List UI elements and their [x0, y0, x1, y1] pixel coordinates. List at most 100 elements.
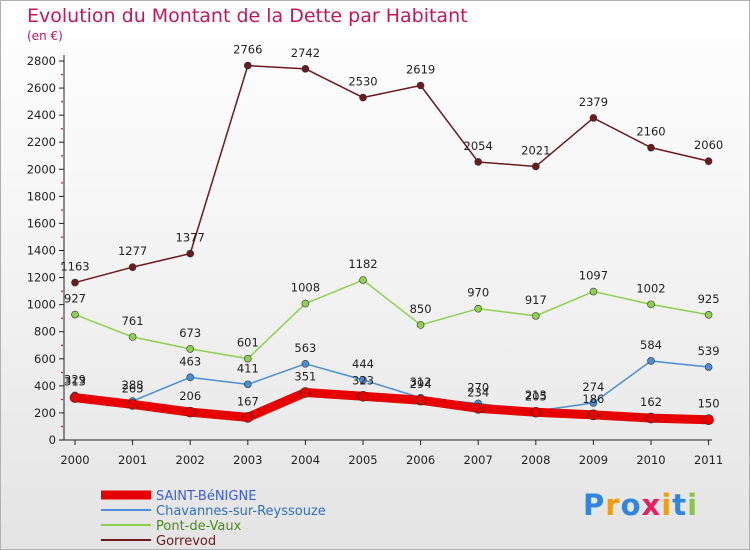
y-minor-tick [61, 128, 63, 130]
data-label-saint-b-nigne: 186 [582, 392, 604, 406]
y-minor-tick [61, 74, 63, 76]
data-point-pont-de-vaux [474, 304, 483, 313]
data-label-gorrevod: 2619 [406, 62, 435, 76]
x-tick-label: 2011 [694, 453, 723, 467]
data-label-gorrevod: 2054 [464, 139, 493, 153]
series-line-saint-b-nigne [70, 387, 714, 425]
data-point-saint-b-nigne [357, 390, 369, 402]
legend-label-pont-de-vaux: Pont-de-Vaux [156, 519, 242, 534]
y-tick-label: 1400 [27, 244, 56, 258]
data-label-chavannes-sur-reyssouze: 463 [179, 354, 201, 368]
data-point-chavannes-sur-reyssouze [704, 363, 713, 371]
series-line-gorrevod [74, 64, 710, 284]
data-label-gorrevod: 1277 [118, 244, 147, 258]
series-line-pont-de-vaux [74, 279, 710, 360]
logo-letter: i [687, 488, 699, 522]
data-point-pont-de-vaux [301, 299, 310, 308]
data-point-pont-de-vaux [186, 345, 194, 353]
data-label-chavannes-sur-reyssouze: 411 [237, 361, 259, 375]
data-label-saint-b-nigne: 234 [467, 385, 489, 399]
logo-letter: t [672, 488, 688, 522]
data-label-pont-de-vaux: 761 [122, 314, 144, 328]
data-label-gorrevod: 2160 [636, 125, 665, 139]
data-label-gorrevod: 2060 [694, 138, 723, 152]
x-tick-label: 2003 [233, 453, 262, 467]
data-label-saint-b-nigne: 205 [525, 389, 547, 403]
data-point-gorrevod [71, 278, 79, 287]
data-label-gorrevod: 2742 [291, 46, 320, 60]
data-label-chavannes-sur-reyssouze: 563 [294, 341, 316, 355]
data-label-gorrevod: 1163 [60, 260, 89, 274]
data-point-saint-b-nigne [530, 406, 542, 418]
y-minor-tick [61, 263, 63, 265]
legend-label-gorrevod: Gorrevod [156, 534, 216, 549]
data-label-saint-b-nigne: 162 [640, 395, 662, 409]
data-point-pont-de-vaux [128, 333, 137, 341]
legend-label-saint-b-nigne: SAINT-BéNIGNE [156, 489, 256, 504]
y-tick-label: 1600 [27, 216, 56, 230]
data-label-pont-de-vaux: 1182 [348, 257, 377, 271]
data-point-chavannes-sur-reyssouze [647, 357, 655, 365]
y-tick-label: 2000 [27, 162, 56, 176]
data-label-pont-de-vaux: 925 [698, 292, 720, 306]
y-tick-label: 200 [34, 406, 56, 420]
logo-letter: o [620, 488, 642, 522]
y-minor-tick [61, 290, 63, 292]
y-minor-tick [61, 101, 63, 103]
data-point-saint-b-nigne [645, 412, 657, 424]
data-point-gorrevod [359, 93, 367, 102]
x-tick-label: 2010 [636, 453, 665, 467]
series-line-chavannes-sur-reyssouze [74, 360, 710, 412]
data-point-saint-b-nigne [242, 412, 254, 423]
data-point-saint-b-nigne [703, 414, 714, 425]
data-point-saint-b-nigne [472, 403, 484, 414]
data-label-gorrevod: 2766 [233, 43, 262, 57]
data-point-pont-de-vaux [704, 310, 713, 319]
y-tick-label: 2800 [27, 54, 56, 68]
data-label-saint-b-nigne: 323 [352, 373, 374, 387]
legend-label-chavannes-sur-reyssouze: Chavannes-sur-Reyssouze [156, 504, 326, 519]
data-point-chavannes-sur-reyssouze [359, 376, 367, 384]
data-point-saint-b-nigne [184, 406, 196, 418]
data-label-chavannes-sur-reyssouze: 312 [410, 375, 432, 389]
data-label-saint-b-nigne: 167 [237, 394, 259, 408]
x-tick-label: 2000 [60, 453, 89, 467]
data-point-gorrevod [301, 65, 310, 73]
y-tick-label: 2400 [27, 108, 56, 122]
data-label-chavannes-sur-reyssouze: 274 [582, 380, 604, 394]
chart-title: Evolution du Montant de la Dette par Hab… [27, 5, 468, 27]
data-point-pont-de-vaux [71, 310, 79, 319]
y-minor-tick [61, 182, 63, 184]
chart-unit-label: (en €) [27, 29, 63, 43]
data-point-chavannes-sur-reyssouze [186, 373, 194, 382]
data-point-chavannes-sur-reyssouze [301, 359, 310, 368]
data-label-pont-de-vaux: 1097 [579, 269, 608, 283]
y-minor-tick [61, 398, 63, 401]
y-minor-tick [61, 371, 63, 374]
data-label-chavannes-sur-reyssouze: 213 [525, 388, 547, 402]
data-point-gorrevod [531, 162, 540, 171]
data-point-gorrevod [186, 249, 194, 258]
data-point-gorrevod [589, 114, 598, 122]
data-point-pont-de-vaux [647, 300, 655, 309]
data-point-pont-de-vaux [531, 312, 540, 320]
data-point-gorrevod [128, 263, 137, 271]
logo-letter: x [641, 488, 662, 522]
y-tick-label: 2600 [27, 81, 56, 95]
data-point-chavannes-sur-reyssouze [244, 380, 252, 389]
data-label-gorrevod: 2530 [348, 75, 377, 89]
y-minor-tick [61, 236, 63, 238]
proxiti-logo: Proxiti [583, 488, 698, 522]
data-point-saint-b-nigne [415, 394, 426, 406]
data-label-saint-b-nigne: 351 [294, 369, 316, 383]
data-point-pont-de-vaux [589, 287, 598, 296]
data-point-saint-b-nigne [69, 392, 81, 403]
data-label-pont-de-vaux: 1002 [636, 281, 665, 295]
data-point-chavannes-sur-reyssouze [589, 399, 598, 407]
x-tick-label: 2007 [464, 453, 493, 467]
y-minor-tick [61, 344, 63, 346]
logo-letter: r [605, 488, 621, 522]
y-tick-label: 1000 [27, 298, 56, 312]
